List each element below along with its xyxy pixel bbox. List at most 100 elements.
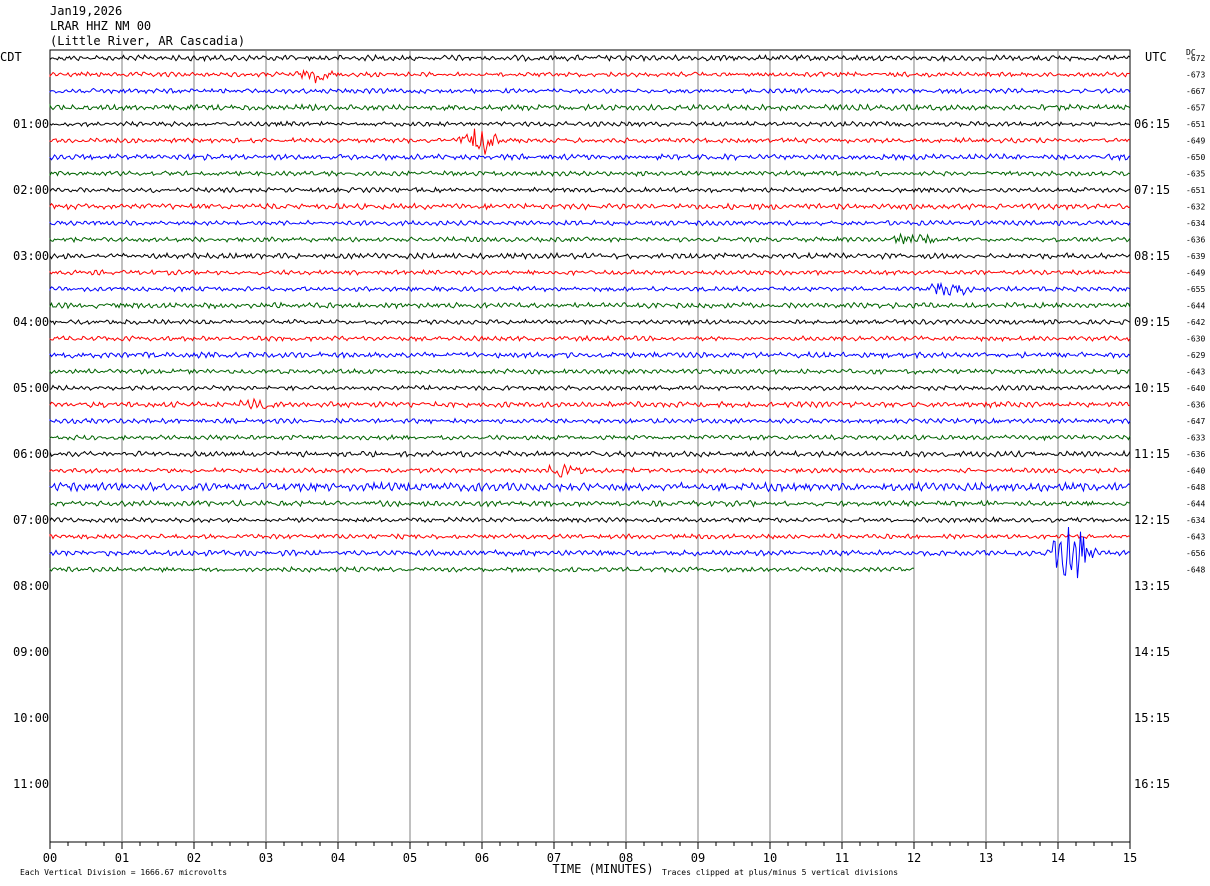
seismic-trace <box>49 417 1131 425</box>
hour-label-cdt: 09:00 <box>13 645 49 659</box>
x-tick-label: 13 <box>979 851 993 865</box>
dc-offset-label: -644 <box>1186 302 1205 311</box>
seismic-trace <box>49 334 1131 343</box>
dc-offset-label: -640 <box>1186 384 1205 393</box>
hour-label-utc: 12:15 <box>1134 513 1170 527</box>
dc-offset-label: -667 <box>1186 87 1205 96</box>
clip-note: Traces clipped at plus/minus 5 vertical … <box>662 868 898 877</box>
hour-label-utc: 13:15 <box>1134 579 1170 593</box>
dc-offset-label: -656 <box>1186 549 1205 558</box>
dc-label: DC <box>1186 48 1196 57</box>
seismic-trace <box>49 532 1131 541</box>
dc-offset-label: -657 <box>1186 104 1205 113</box>
x-tick-label: 15 <box>1123 851 1137 865</box>
x-tick-label: 04 <box>331 851 345 865</box>
seismic-trace <box>49 251 1131 260</box>
x-tick-label: 11 <box>835 851 849 865</box>
hour-label-utc: 06:15 <box>1134 117 1170 131</box>
left-axis-label: CDT <box>0 50 22 64</box>
x-tick-label: 06 <box>475 851 489 865</box>
dc-offset-label: -648 <box>1186 483 1205 492</box>
dc-offset-label: -643 <box>1186 368 1205 377</box>
dc-offset-label: -643 <box>1186 533 1205 542</box>
dc-offset-label: -633 <box>1186 434 1205 443</box>
seismic-trace <box>49 433 1131 442</box>
seismic-trace <box>49 68 1131 84</box>
seismic-trace <box>49 449 1131 459</box>
dc-offset-label: -634 <box>1186 219 1205 228</box>
seismic-trace <box>49 268 1131 277</box>
hour-label-cdt: 10:00 <box>13 711 49 725</box>
dc-offset-label: -630 <box>1186 335 1205 344</box>
seismic-trace <box>49 152 1131 162</box>
dc-offset-label: -640 <box>1186 467 1205 476</box>
header-station: LRAR HHZ NM 00 <box>50 19 152 33</box>
hour-label-utc: 14:15 <box>1134 645 1170 659</box>
seismic-trace <box>49 219 1131 227</box>
dc-offset-label: -672 <box>1186 54 1205 63</box>
x-tick-label: 12 <box>907 851 921 865</box>
dc-offset-label: -673 <box>1186 71 1205 80</box>
hour-label-cdt: 08:00 <box>13 579 49 593</box>
seismic-trace <box>49 565 915 574</box>
dc-offset-label: -639 <box>1186 252 1205 261</box>
dc-offset-label: -649 <box>1186 137 1205 146</box>
seismic-trace <box>49 53 1131 63</box>
x-tick-label: 09 <box>691 851 705 865</box>
dc-offset-label: -648 <box>1186 566 1205 575</box>
dc-offset-label: -650 <box>1186 153 1205 162</box>
hour-label-utc: 15:15 <box>1134 711 1170 725</box>
seismic-trace <box>49 128 1131 155</box>
seismic-trace <box>49 516 1130 524</box>
hour-label-cdt: 11:00 <box>13 777 49 791</box>
dc-offset-label: -651 <box>1186 186 1205 195</box>
seismic-trace <box>49 202 1131 211</box>
dc-offset-label: -649 <box>1186 269 1205 278</box>
seismic-trace <box>49 384 1131 392</box>
plot-frame <box>49 49 1131 843</box>
header-date: Jan19,2026 <box>50 4 123 18</box>
scale-note: Each Vertical Division = 1666.67 microvo… <box>20 868 227 877</box>
hour-label-cdt: 04:00 <box>13 315 49 329</box>
dc-offset-label: -629 <box>1186 351 1205 360</box>
hour-label-utc: 09:15 <box>1134 315 1170 329</box>
x-tick-label: 10 <box>763 851 777 865</box>
hour-label-cdt: 02:00 <box>13 183 49 197</box>
hour-label-cdt: 03:00 <box>13 249 49 263</box>
seismic-trace <box>49 480 1131 493</box>
seismic-trace <box>49 120 1131 128</box>
seismic-trace <box>49 499 1131 508</box>
x-tick-label: 05 <box>403 851 417 865</box>
dc-offset-label: -634 <box>1186 516 1205 525</box>
hour-label-cdt: 01:00 <box>13 117 49 131</box>
seismic-trace <box>49 526 1131 579</box>
x-tick-label: 14 <box>1051 851 1065 865</box>
x-tick-label: 02 <box>187 851 201 865</box>
x-tick-label: 01 <box>115 851 129 865</box>
hour-label-cdt: 06:00 <box>13 447 49 461</box>
right-axis-label: UTC <box>1145 50 1167 64</box>
seismic-trace <box>49 232 1131 245</box>
x-tick-label: 08 <box>619 851 633 865</box>
header-location: (Little River, AR Cascadia) <box>50 34 246 48</box>
seismic-trace <box>49 281 1131 296</box>
seismic-trace <box>49 186 1131 194</box>
seismic-trace <box>49 103 1131 112</box>
seismic-trace <box>49 463 1131 478</box>
seismic-trace <box>49 301 1131 310</box>
seismic-trace <box>49 169 1131 178</box>
dc-offset-label: -635 <box>1186 170 1205 179</box>
hour-label-utc: 10:15 <box>1134 381 1170 395</box>
x-tick-label: 07 <box>547 851 561 865</box>
x-tick-label: 03 <box>259 851 273 865</box>
seismic-trace <box>49 318 1131 326</box>
dc-offset-label: -647 <box>1186 417 1205 426</box>
x-axis-title: TIME (MINUTES) <box>552 862 653 876</box>
hour-label-utc: 07:15 <box>1134 183 1170 197</box>
seismic-trace <box>49 350 1131 360</box>
dc-offset-label: -642 <box>1186 318 1205 327</box>
plot-header: Jan19,2026 LRAR HHZ NM 00 (Little River,… <box>50 4 245 49</box>
dc-offset-label: -636 <box>1186 236 1205 245</box>
hour-label-cdt: 05:00 <box>13 381 49 395</box>
